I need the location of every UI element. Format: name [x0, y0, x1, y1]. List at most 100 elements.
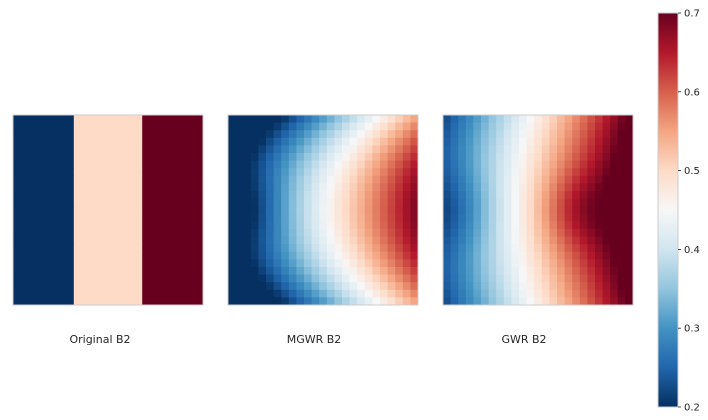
- heatmap-cell: [311, 251, 320, 260]
- heatmap-cell: [557, 267, 566, 276]
- heatmap-cell: [488, 213, 497, 222]
- heatmap-cell: [326, 282, 335, 291]
- heatmap-cell: [357, 160, 366, 169]
- heatmap-cell: [51, 289, 60, 298]
- heatmap-cell: [488, 183, 497, 192]
- heatmap-cell: [96, 183, 105, 192]
- heatmap-cell: [488, 267, 497, 276]
- heatmap-cell: [410, 153, 419, 162]
- heatmap-cell: [380, 137, 389, 146]
- heatmap-cell: [228, 221, 237, 230]
- heatmap-cell: [572, 191, 581, 200]
- heatmap-cell: [465, 191, 474, 200]
- heatmap-cell: [165, 259, 174, 268]
- heatmap-cell: [43, 206, 52, 215]
- heatmap-cell: [443, 115, 452, 124]
- heatmap-cell: [58, 274, 67, 283]
- heatmap-cell: [96, 289, 105, 298]
- heatmap-cell: [304, 244, 313, 253]
- heatmap-cell: [89, 198, 98, 207]
- heatmap-cell: [127, 206, 136, 215]
- heatmap-cell: [13, 191, 22, 200]
- heatmap-cell: [410, 251, 419, 260]
- heatmap-cell: [73, 297, 82, 306]
- heatmap-cell: [228, 259, 237, 268]
- heatmap-cell: [273, 191, 282, 200]
- heatmap-cell: [296, 183, 305, 192]
- heatmap-cell: [119, 137, 128, 146]
- heatmap-cell: [511, 267, 520, 276]
- heatmap-cell: [172, 122, 181, 131]
- heatmap-cell: [319, 221, 328, 230]
- heatmap-cell: [73, 115, 82, 124]
- heatmap-cell: [503, 229, 512, 238]
- heatmap-cell: [13, 130, 22, 139]
- heatmap-cell: [195, 244, 204, 253]
- heatmap-cell: [81, 168, 90, 177]
- heatmap-cell: [258, 297, 267, 306]
- heatmap-cell: [496, 213, 505, 222]
- heatmap-cell: [187, 168, 196, 177]
- heatmap-cell: [387, 145, 396, 154]
- heatmap-cell: [288, 145, 297, 154]
- heatmap-cell: [602, 244, 611, 253]
- heatmap-cell: [20, 153, 29, 162]
- heatmap-cell: [465, 297, 474, 306]
- heatmap-cell: [134, 160, 143, 169]
- heatmap-cell: [541, 282, 550, 291]
- heatmap-cell: [357, 236, 366, 245]
- heatmap-cell: [296, 145, 305, 154]
- heatmap-cell: [349, 198, 358, 207]
- heatmap-cell: [66, 289, 75, 298]
- heatmap-cell: [587, 206, 596, 215]
- heatmap-cell: [250, 115, 259, 124]
- heatmap-cell: [149, 145, 158, 154]
- heatmap-cell: [243, 244, 252, 253]
- heatmap-cell: [273, 244, 282, 253]
- heatmap-cell: [180, 213, 189, 222]
- heatmap-cell: [288, 259, 297, 268]
- heatmap-cell: [266, 282, 275, 291]
- heatmap-cell: [319, 175, 328, 184]
- heatmap-cell: [595, 153, 604, 162]
- heatmap-cell: [372, 244, 381, 253]
- heatmap-cell: [473, 145, 482, 154]
- heatmap-cell: [81, 289, 90, 298]
- heatmap-cell: [296, 198, 305, 207]
- heatmap-cell: [526, 206, 535, 215]
- heatmap-cell: [342, 236, 351, 245]
- heatmap-cell: [134, 274, 143, 283]
- heatmap-cell: [172, 206, 181, 215]
- heatmap-cell: [157, 175, 166, 184]
- heatmap-cell: [66, 229, 75, 238]
- heatmap-cell: [602, 168, 611, 177]
- heatmap-cell: [266, 115, 275, 124]
- heatmap-cell: [157, 191, 166, 200]
- heatmap-cell: [119, 160, 128, 169]
- heatmap-cell: [610, 122, 619, 131]
- heatmap-cell: [450, 251, 459, 260]
- heatmap-cell: [228, 137, 237, 146]
- heatmap-cell: [89, 153, 98, 162]
- heatmap-cell: [602, 198, 611, 207]
- heatmap-cell: [557, 137, 566, 146]
- heatmap-cell: [66, 191, 75, 200]
- heatmap-cell: [43, 289, 52, 298]
- heatmap-cell: [572, 153, 581, 162]
- heatmap-cell: [235, 175, 244, 184]
- heatmap-cell: [496, 236, 505, 245]
- heatmap-cell: [595, 244, 604, 253]
- heatmap-cell: [450, 289, 459, 298]
- heatmap-cell: [250, 297, 259, 306]
- heatmap-cell: [450, 213, 459, 222]
- heatmap-cell: [13, 168, 22, 177]
- heatmap-cell: [334, 115, 343, 124]
- heatmap-cell: [273, 282, 282, 291]
- heatmap-cell: [473, 130, 482, 139]
- heatmap-cell: [281, 297, 290, 306]
- heatmap-cell: [127, 137, 136, 146]
- heatmap-cell: [235, 160, 244, 169]
- heatmap-cell: [458, 274, 467, 283]
- heatmap-cell: [89, 137, 98, 146]
- heatmap-cell: [35, 191, 44, 200]
